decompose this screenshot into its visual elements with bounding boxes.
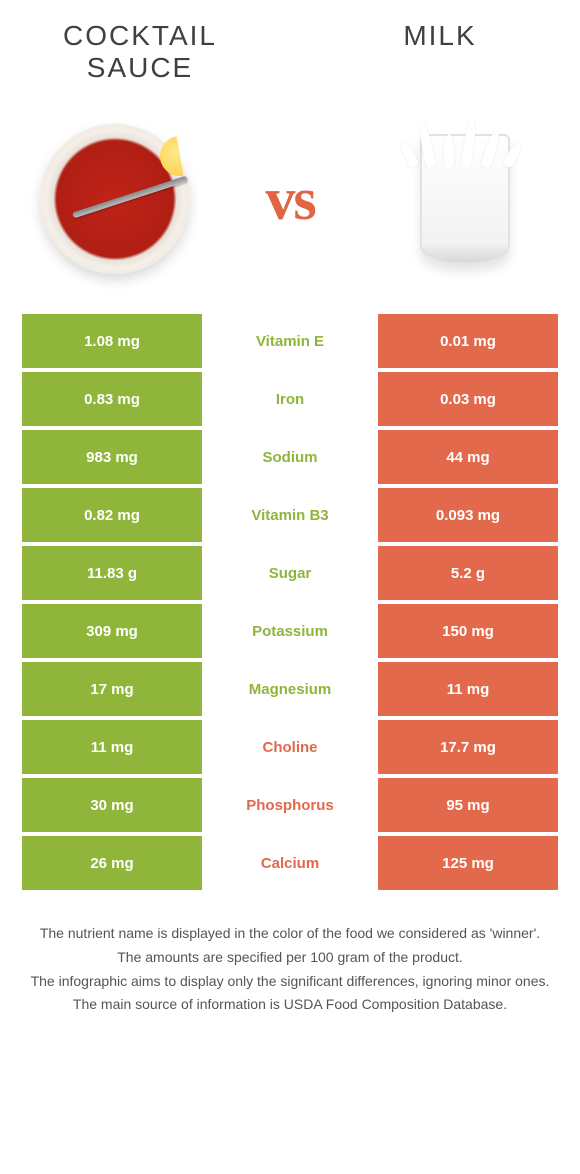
value-right: 125 mg (378, 836, 558, 890)
table-row: 0.82 mgVitamin B30.093 mg (22, 488, 558, 546)
nutrient-label: Potassium (202, 604, 378, 658)
nutrient-label: Phosphorus (202, 778, 378, 832)
footnote-line: The main source of information is USDA F… (30, 995, 550, 1015)
value-left: 0.83 mg (22, 372, 202, 426)
vs-label: vs (265, 165, 314, 234)
footnotes: The nutrient name is displayed in the co… (0, 894, 580, 1058)
nutrient-label: Magnesium (202, 662, 378, 716)
value-left: 1.08 mg (22, 314, 202, 368)
value-right: 0.093 mg (378, 488, 558, 542)
table-row: 1.08 mgVitamin E0.01 mg (22, 314, 558, 372)
table-row: 11.83 gSugar5.2 g (22, 546, 558, 604)
value-left: 11 mg (22, 720, 202, 774)
value-right: 95 mg (378, 778, 558, 832)
table-row: 309 mgPotassium150 mg (22, 604, 558, 662)
nutrient-label: Calcium (202, 836, 378, 890)
table-row: 11 mgCholine17.7 mg (22, 720, 558, 778)
value-left: 17 mg (22, 662, 202, 716)
table-row: 0.83 mgIron0.03 mg (22, 372, 558, 430)
nutrient-label: Iron (202, 372, 378, 426)
value-left: 26 mg (22, 836, 202, 890)
cocktail-sauce-image (30, 114, 200, 284)
title-right: Milk (340, 20, 540, 84)
value-left: 0.82 mg (22, 488, 202, 542)
table-row: 30 mgPhosphorus95 mg (22, 778, 558, 836)
value-right: 150 mg (378, 604, 558, 658)
title-row: Cocktail sauce Milk (0, 0, 580, 94)
table-row: 26 mgCalcium125 mg (22, 836, 558, 894)
value-right: 0.01 mg (378, 314, 558, 368)
footnote-line: The infographic aims to display only the… (30, 972, 550, 992)
value-left: 30 mg (22, 778, 202, 832)
value-right: 17.7 mg (378, 720, 558, 774)
value-right: 5.2 g (378, 546, 558, 600)
milk-image (380, 114, 550, 284)
nutrient-table: 1.08 mgVitamin E0.01 mg0.83 mgIron0.03 m… (0, 314, 580, 894)
value-left: 309 mg (22, 604, 202, 658)
footnote-line: The nutrient name is displayed in the co… (30, 924, 550, 944)
value-left: 11.83 g (22, 546, 202, 600)
value-right: 44 mg (378, 430, 558, 484)
value-right: 11 mg (378, 662, 558, 716)
nutrient-label: Vitamin B3 (202, 488, 378, 542)
value-right: 0.03 mg (378, 372, 558, 426)
nutrient-label: Sodium (202, 430, 378, 484)
footnote-line: The amounts are specified per 100 gram o… (30, 948, 550, 968)
nutrient-label: Choline (202, 720, 378, 774)
table-row: 983 mgSodium44 mg (22, 430, 558, 488)
visual-row: vs (0, 94, 580, 314)
nutrient-label: Sugar (202, 546, 378, 600)
title-left: Cocktail sauce (40, 20, 240, 84)
value-left: 983 mg (22, 430, 202, 484)
nutrient-label: Vitamin E (202, 314, 378, 368)
table-row: 17 mgMagnesium11 mg (22, 662, 558, 720)
